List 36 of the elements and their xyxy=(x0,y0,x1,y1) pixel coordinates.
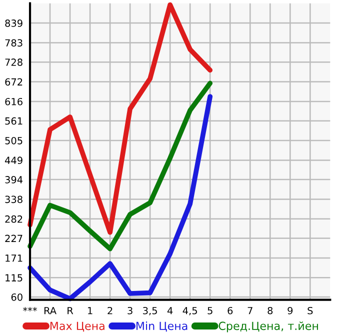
y-tick-label: 394 xyxy=(5,176,23,184)
y-tick-label: 728 xyxy=(5,58,22,66)
x-tick-label: 9 xyxy=(288,306,293,314)
y-tick-label: 338 xyxy=(5,196,22,204)
x-tick-label: 2 xyxy=(108,306,112,314)
x-tick-label: 3 xyxy=(128,306,132,314)
x-tick-label: 5 xyxy=(208,307,212,314)
y-tick-label: 505 xyxy=(5,136,22,144)
x-tick-label: 4,5 xyxy=(182,307,197,316)
line-series xyxy=(28,2,213,235)
y-tick-label: 60 xyxy=(11,293,22,301)
y-tick-label: 282 xyxy=(5,215,22,223)
y-tick-label: 449 xyxy=(4,156,22,164)
y-tick-label: 839 xyxy=(5,20,22,27)
x-tick-label: 8 xyxy=(268,306,273,314)
x-tick-label: 6 xyxy=(228,306,233,314)
y-tick-label: 561 xyxy=(5,117,22,125)
y-tick-label: 672 xyxy=(5,78,22,86)
x-tick-label: *** xyxy=(23,306,38,312)
y-tick-label: 171 xyxy=(6,254,22,262)
x-tick-label: 4 xyxy=(167,307,173,314)
legend-label: Min Цена xyxy=(136,321,188,332)
legend-label: Сред.Цена, т.йен xyxy=(218,322,318,332)
legend-label: Max Цена xyxy=(50,322,104,332)
x-tick-label: RA xyxy=(44,307,56,314)
x-tick-label: S xyxy=(308,306,313,314)
y-tick-label: 115 xyxy=(6,274,22,282)
x-tick-label: 3,5 xyxy=(143,306,157,316)
y-tick-label: 616 xyxy=(5,98,22,106)
line-series xyxy=(28,80,213,252)
x-tick-label: R xyxy=(68,307,74,314)
y-tick-label: 783 xyxy=(5,39,22,47)
x-tick-label: 7 xyxy=(248,307,252,314)
y-tick-label: 227 xyxy=(5,234,22,242)
line-series xyxy=(28,94,213,302)
x-tick-label: 1 xyxy=(88,307,92,314)
